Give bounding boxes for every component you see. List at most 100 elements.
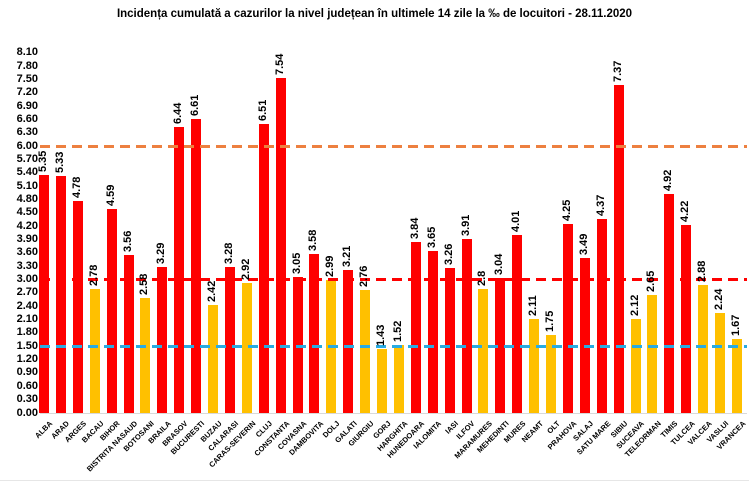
y-axis-tick-label: 3.00 [16, 273, 38, 286]
y-axis-tick-label: 7.50 [16, 73, 38, 86]
x-axis-line [40, 413, 747, 414]
bar-value-label: 3.49 [577, 233, 590, 255]
bar-value-label: 2.88 [696, 260, 709, 282]
bar-value-label: 2.99 [324, 255, 337, 278]
y-axis-tick-label: 2.40 [16, 299, 38, 312]
bar-olt [546, 335, 557, 413]
y-axis-tick-label: 3.90 [16, 233, 38, 246]
y-axis-tick-label: 5.70 [16, 153, 38, 166]
y-axis-tick-label: 3.60 [16, 246, 38, 259]
bar-constanta [275, 77, 286, 413]
y-axis-tick-label: 6.90 [16, 99, 38, 112]
y-axis-tick-label: 6.00 [16, 139, 38, 152]
bar-value-label: 2.24 [713, 289, 726, 311]
bar-value-label: 3.84 [408, 217, 421, 240]
bar-bihor [106, 208, 117, 413]
bar-caras-severin [241, 283, 252, 413]
red-dashed-line [40, 278, 747, 282]
bar-bacau [89, 289, 100, 413]
bar-suceava [630, 318, 641, 413]
bar-value-label: 4.01 [510, 210, 523, 232]
bar-botosani [140, 298, 151, 413]
bar-value-label: 4.59 [104, 184, 117, 206]
bar-cluj [258, 123, 269, 413]
bar-dambovita [309, 253, 320, 413]
bar-sibiu [613, 85, 624, 413]
bar-value-label: 2.42 [206, 281, 219, 303]
bar-value-label: 6.61 [189, 94, 202, 117]
bottom-divider [0, 480, 749, 481]
bar-value-label: 2.11 [527, 295, 540, 317]
bar-value-label: 5.33 [53, 151, 66, 174]
bar-value-label: 2.78 [87, 265, 100, 287]
y-axis-tick-label: 0.90 [16, 366, 38, 379]
bar-value-label: 5.35 [37, 150, 49, 173]
bar-value-label: 3.28 [222, 242, 235, 265]
bar-value-label: 3.91 [459, 214, 472, 237]
bar-alba [39, 175, 49, 413]
bar-value-label: 3.58 [307, 229, 320, 251]
bar-gorj [377, 349, 388, 413]
bar-vrancea [732, 338, 742, 413]
bar-value-label: 4.78 [70, 176, 83, 198]
bar-value-label: 3.04 [493, 253, 506, 275]
bar-value-label: 1.75 [544, 310, 557, 333]
bar-value-label: 1.52 [391, 321, 404, 343]
y-axis-tick-label: 6.30 [16, 126, 38, 139]
y-axis-tick-label: 1.80 [16, 326, 38, 339]
y-axis-tick-label: 0.30 [16, 393, 38, 406]
y-axis-tick-label: 6.60 [16, 113, 38, 126]
bar-value-label: 3.26 [442, 243, 455, 266]
orange-dashed-line [40, 144, 747, 148]
y-axis-tick-label: 2.10 [16, 313, 38, 326]
bar-value-label: 2.65 [645, 270, 658, 293]
bar-value-label: 2.12 [628, 294, 641, 316]
y-axis-tick-label: 1.20 [16, 353, 38, 366]
bar-ialomita [427, 250, 438, 413]
bar-iasi [444, 268, 455, 413]
y-axis-tick-label: 3.30 [16, 259, 38, 272]
bar-tulcea [681, 225, 692, 413]
bar-value-label: 4.37 [594, 194, 607, 216]
bar-value-label: 2.92 [239, 258, 252, 281]
bar-value-label: 4.25 [560, 199, 573, 222]
bar-value-label: 2.58 [138, 273, 151, 296]
bar-arad [55, 176, 66, 413]
bar-value-label: 2.76 [358, 265, 371, 288]
bar-value-label: 4.92 [662, 169, 675, 192]
bar-arges [72, 200, 83, 413]
bar-maramures [478, 288, 489, 413]
bar-value-label: 6.51 [256, 99, 269, 121]
y-axis-tick-label: 2.70 [16, 286, 38, 299]
bar-value-label: 6.44 [172, 102, 185, 124]
bar-vaslui [715, 313, 726, 413]
bar-bucuresti [191, 119, 202, 413]
y-axis-tick-label: 7.80 [16, 59, 38, 72]
bar-hunedoara [410, 242, 421, 413]
bar-value-label: 1.67 [730, 314, 742, 336]
bar-ilfov [461, 239, 472, 413]
bar-mures [512, 234, 523, 413]
bar-value-label: 3.21 [341, 245, 354, 268]
y-axis-tick-label: 5.40 [16, 166, 38, 179]
bar-bistrita-nasaud [123, 254, 134, 413]
bar-valcea [698, 284, 709, 413]
blue-dashed-line [40, 344, 747, 348]
bar-value-label: 3.29 [155, 242, 168, 264]
bar-value-label: 3.65 [425, 226, 438, 248]
bar-brasov [174, 126, 185, 413]
y-axis-tick-label: 0.60 [16, 379, 38, 392]
y-axis-tick-label: 5.10 [16, 179, 38, 192]
y-axis-tick-label: 8.10 [16, 46, 38, 59]
y-axis-tick-label: 0.00 [16, 406, 38, 419]
bar-value-label: 4.22 [679, 200, 692, 223]
bar-value-label: 3.56 [121, 230, 134, 252]
bar-satu-mare [596, 218, 607, 413]
bar-value-label: 3.05 [290, 253, 303, 275]
bar-neamt [529, 319, 540, 413]
chart-title: Incidența cumulată a cazurilor la nivel … [116, 8, 633, 20]
y-axis-tick-label: 4.50 [16, 206, 38, 219]
bar-braila [157, 266, 168, 413]
